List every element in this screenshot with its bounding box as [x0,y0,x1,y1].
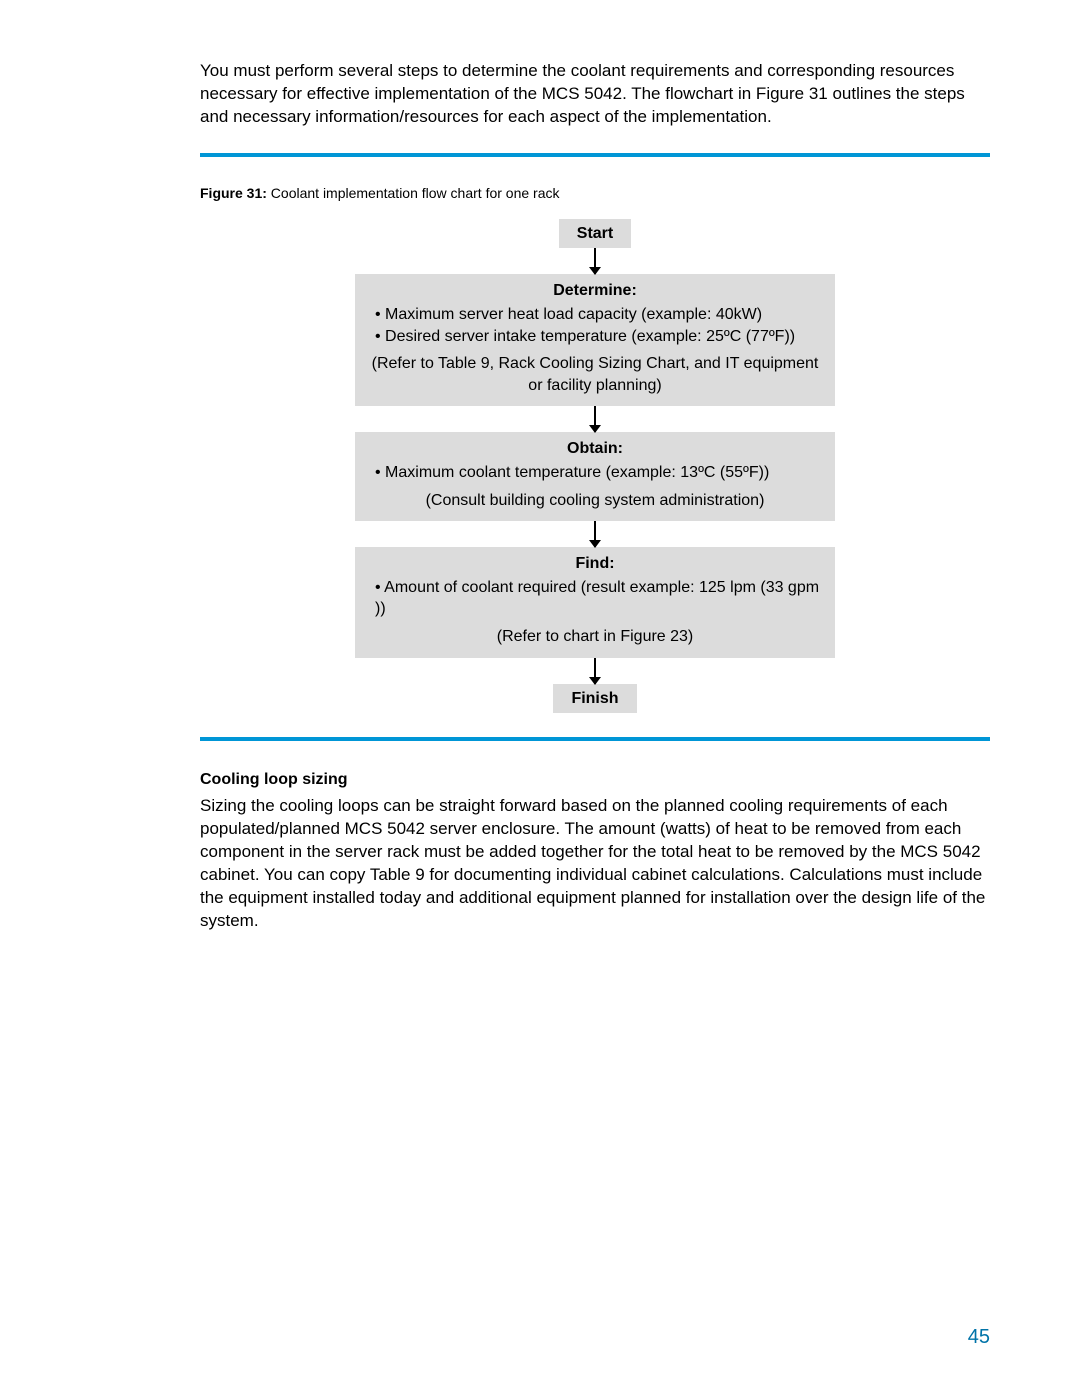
bottom-divider [200,737,990,741]
flow-finish-wrap: Finish [355,684,835,714]
figure-caption-text: Coolant implementation flow chart for on… [267,185,560,201]
flow-find-bullets: • Amount of coolant required (result exa… [367,577,823,620]
top-divider [200,153,990,157]
arrow-icon [589,677,601,685]
flow-find-b1: • Amount of coolant required (result exa… [375,577,823,620]
intro-paragraph: You must perform several steps to determ… [200,60,990,129]
flow-obtain: Obtain: • Maximum coolant temperature (e… [355,432,835,521]
flow-determine: Determine: • Maximum server heat load ca… [355,274,835,406]
arrow-icon [589,267,601,275]
flow-connector-1 [594,248,596,274]
flow-obtain-ref: (Consult building cooling system adminis… [367,490,823,512]
flow-find: Find: • Amount of coolant required (resu… [355,547,835,657]
figure-caption: Figure 31: Coolant implementation flow c… [200,185,990,201]
flowchart: Start Determine: • Maximum server heat l… [355,219,835,713]
flow-find-title: Find: [367,553,823,575]
flow-determine-ref: (Refer to Table 9, Rack Cooling Sizing C… [367,353,823,396]
flow-start-wrap: Start [355,219,835,249]
section-body: Sizing the cooling loops can be straight… [200,795,990,933]
flow-determine-bullets: • Maximum server heat load capacity (exa… [367,304,823,347]
flow-connector-3 [594,521,596,547]
flow-connector-4 [594,658,596,684]
flow-obtain-bullets: • Maximum coolant temperature (example: … [367,462,823,484]
flow-determine-b2: • Desired server intake temperature (exa… [375,326,823,348]
flow-obtain-title: Obtain: [367,438,823,460]
flow-finish: Finish [553,684,636,714]
flow-obtain-b1: • Maximum coolant temperature (example: … [375,462,823,484]
arrow-icon [589,540,601,548]
page-number: 45 [968,1326,990,1349]
flow-determine-b1: • Maximum server heat load capacity (exa… [375,304,823,326]
flow-determine-title: Determine: [367,280,823,302]
page: You must perform several steps to determ… [0,0,1080,1397]
flow-start: Start [559,219,631,249]
arrow-icon [589,425,601,433]
flow-find-ref: (Refer to chart in Figure 23) [367,626,823,648]
flow-connector-2 [594,406,596,432]
figure-caption-label: Figure 31: [200,185,267,201]
section-heading: Cooling loop sizing [200,771,990,789]
